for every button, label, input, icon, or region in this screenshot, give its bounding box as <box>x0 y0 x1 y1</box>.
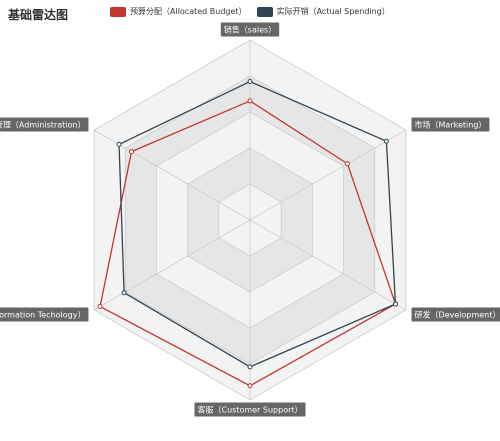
series-point <box>392 301 398 307</box>
series-point <box>383 138 389 144</box>
chart-title: 基础雷达图 <box>8 8 69 22</box>
indicator-label-bg <box>194 402 306 417</box>
indicator-label: 信息技术（Information Techology） <box>0 307 89 322</box>
indicator-label-bg <box>0 117 89 132</box>
indicator-label-bg <box>411 117 490 132</box>
indicator-label-text: 研发（Development） <box>415 310 500 320</box>
series-point <box>247 98 253 104</box>
indicator-label: 管理（Administration） <box>0 117 89 132</box>
series-point <box>247 79 253 85</box>
legend-label-actual: 实际开销（Actual Spending） <box>276 7 390 16</box>
legend-swatch-budget <box>110 6 126 17</box>
series-point <box>344 161 350 167</box>
radar-axis-line <box>249 219 407 311</box>
series-point <box>129 149 135 155</box>
indicator-label-bg <box>411 307 500 322</box>
radar-axis-line <box>249 129 407 221</box>
series-point <box>121 290 127 296</box>
series-point <box>247 383 253 389</box>
indicator-label-bg <box>0 307 89 322</box>
indicator-label-text: 信息技术（Information Techology） <box>0 310 85 320</box>
indicator-label-text: 销售（sales） <box>224 25 276 35</box>
indicator-label-text: 客服（Customer Support） <box>197 405 302 415</box>
indicator-label: 销售（sales） <box>220 22 280 37</box>
indicator-label-text: 市场（Marketing） <box>415 120 487 130</box>
indicator-label: 市场（Marketing） <box>411 117 490 132</box>
legend: 预算分配（Allocated Budget） 实际开销（Actual Spend… <box>110 6 390 17</box>
indicator-label-bg <box>220 22 280 37</box>
indicator-label-text: 管理（Administration） <box>0 120 85 130</box>
indicator-label: 研发（Development） <box>411 307 500 322</box>
legend-item-budget[interactable]: 预算分配（Allocated Budget） <box>110 6 247 17</box>
indicator-label: 客服（Customer Support） <box>194 402 306 417</box>
legend-item-actual[interactable]: 实际开销（Actual Spending） <box>256 6 390 17</box>
legend-label-budget: 预算分配（Allocated Budget） <box>130 7 247 16</box>
series-point <box>97 304 103 310</box>
series-point <box>116 141 122 147</box>
legend-swatch-actual <box>256 6 273 17</box>
series-point <box>247 364 253 370</box>
radar-axis-line <box>93 219 251 311</box>
